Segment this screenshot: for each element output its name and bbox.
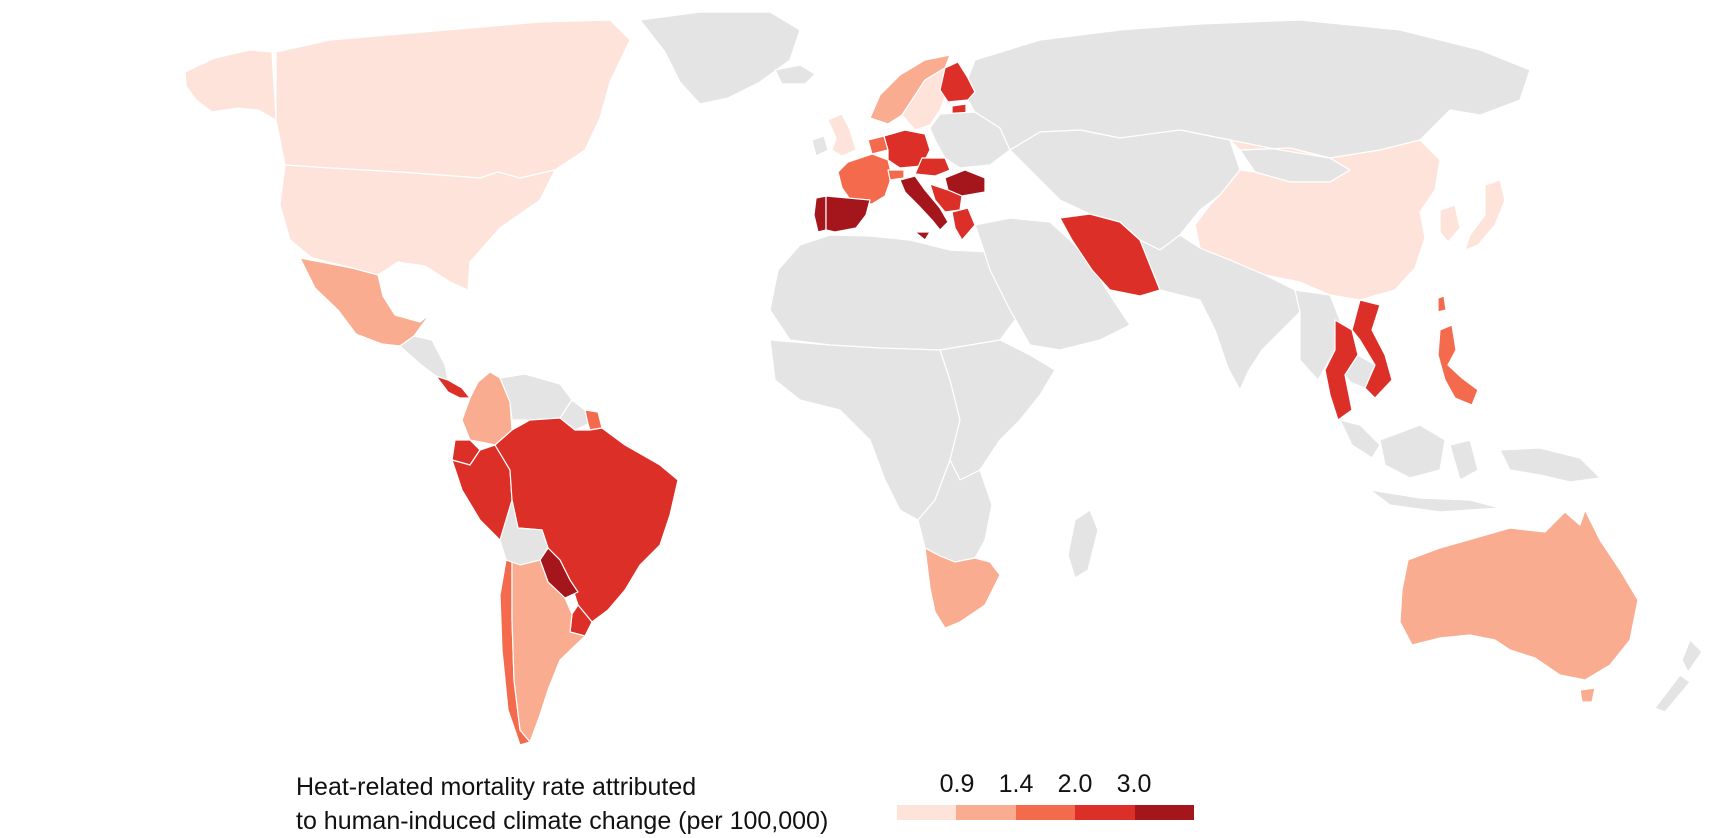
region-madagascar <box>1067 509 1099 579</box>
region-philippines <box>1437 324 1479 406</box>
region-cambodia <box>1344 354 1376 389</box>
region-central-america <box>399 335 449 381</box>
region-taiwan <box>1437 295 1447 313</box>
region-japan <box>1464 179 1506 251</box>
region-central-asia <box>1009 129 1241 251</box>
region-switzerland <box>887 169 905 181</box>
legend-color-scale <box>897 805 1195 820</box>
region-alaska <box>184 49 277 121</box>
legend-tick-2: 2.0 <box>1057 770 1093 798</box>
region-italy <box>899 175 949 241</box>
region-canada <box>275 19 631 179</box>
region-australia <box>1399 509 1639 681</box>
legend-swatch-1 <box>956 805 1016 820</box>
region-south-africa <box>924 547 1001 629</box>
legend-swatch-2 <box>1015 805 1076 820</box>
legend-tick-0: 0.9 <box>939 770 975 798</box>
region-china <box>1194 139 1441 301</box>
region-costa-rica-panama <box>435 375 471 399</box>
region-argentina <box>511 559 586 743</box>
region-malaysia-indonesia <box>1339 419 1501 513</box>
region-usa <box>279 164 556 291</box>
legend-title-line-1: Heat-related mortality rate attributed <box>296 773 697 801</box>
region-new-zealand <box>1654 639 1703 713</box>
region-east-africa <box>939 339 1056 481</box>
region-french-guiana <box>584 409 603 431</box>
legend-tick-3: 3.0 <box>1116 770 1152 798</box>
legend-swatch-0 <box>897 805 957 820</box>
region-vietnam <box>1351 299 1393 399</box>
region-myanmar-laos <box>1294 289 1341 381</box>
region-middle-east <box>974 217 1131 351</box>
region-czechia-austria <box>914 157 951 177</box>
region-mexico <box>299 257 431 347</box>
region-west-central-africa <box>769 339 961 521</box>
legend-title-line-2: to human-induced climate change (per 100… <box>296 807 829 835</box>
region-portugal <box>813 195 827 233</box>
region-venezuela <box>499 373 573 421</box>
region-tasmania <box>1579 687 1596 703</box>
region-papua <box>1499 447 1601 483</box>
legend-title: Heat-related mortality rate attributed t… <box>296 770 916 838</box>
region-korea <box>1439 204 1461 243</box>
region-ireland <box>811 135 829 157</box>
legend-tick-1: 1.4 <box>998 770 1034 798</box>
region-iceland <box>774 64 816 85</box>
region-thailand <box>1324 319 1359 421</box>
region-north-africa <box>769 234 1031 351</box>
region-uk <box>827 113 857 157</box>
legend-swatch-4 <box>1134 805 1195 820</box>
legend-swatch-3 <box>1075 805 1135 820</box>
region-greenland <box>639 11 801 105</box>
region-guyana-suriname <box>559 399 589 431</box>
region-greece <box>951 207 976 241</box>
region-spain <box>825 195 871 233</box>
region-france <box>837 153 893 205</box>
